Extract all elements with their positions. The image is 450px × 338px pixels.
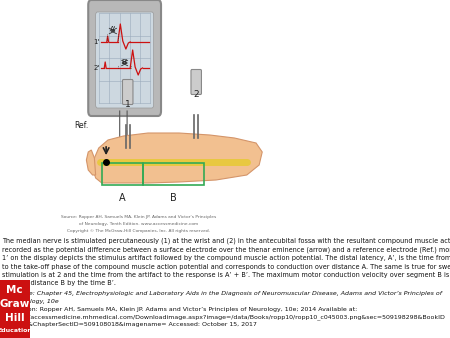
Text: Source: Chapter 45, Electrophysiologic and Laboratory Aids in the Diagnosis of N: Source: Chapter 45, Electrophysiologic a… <box>11 291 442 296</box>
Text: Hill: Hill <box>5 313 25 323</box>
Text: 2: 2 <box>194 90 199 99</box>
Text: Mc: Mc <box>6 285 23 295</box>
Text: B': B' <box>122 59 128 65</box>
Text: 1: 1 <box>125 100 130 109</box>
FancyBboxPatch shape <box>96 12 153 108</box>
Text: =690&ChapterSectID=509108018&imagename= Accessed: October 15, 2017: =690&ChapterSectID=509108018&imagename= … <box>11 322 257 327</box>
Text: of Neurology, Tenth Edition. www.accessmedicine.com: of Neurology, Tenth Edition. www.accessm… <box>79 222 198 226</box>
Text: A': A' <box>110 26 116 32</box>
Text: to the take-off phase of the compound muscle action potential and corresponds to: to the take-off phase of the compound mu… <box>2 264 450 269</box>
Text: 1’ on the display depicts the stimulus artifact followed by the compound muscle : 1’ on the display depicts the stimulus a… <box>2 255 450 261</box>
Bar <box>0 280 30 338</box>
Text: Ref.: Ref. <box>74 121 88 129</box>
Text: B: B <box>170 193 177 203</box>
Text: Education: Education <box>0 328 32 333</box>
Text: Source: Ropper AH, Samuels MA, Klein JP. Adams and Victor’s Principles: Source: Ropper AH, Samuels MA, Klein JP.… <box>61 215 216 219</box>
Text: recorded as the potential difference between a surface electrode over the thenar: recorded as the potential difference bet… <box>2 246 450 253</box>
Text: 1': 1' <box>93 39 99 45</box>
Text: Citation: Ropper AH, Samuels MA, Klein JP. Adams and Victor’s Principles of Neur: Citation: Ropper AH, Samuels MA, Klein J… <box>11 307 357 312</box>
Text: Neurology, 10e: Neurology, 10e <box>11 298 59 304</box>
Polygon shape <box>86 150 96 175</box>
FancyBboxPatch shape <box>88 0 161 116</box>
Bar <box>143 163 203 185</box>
Text: Copyright © The McGraw-Hill Companies, Inc. All rights reserved.: Copyright © The McGraw-Hill Companies, I… <box>67 229 211 233</box>
FancyBboxPatch shape <box>191 70 202 95</box>
Text: dividing distance B by the time B’.: dividing distance B by the time B’. <box>2 281 117 287</box>
Bar <box>102 163 143 185</box>
Text: stimulation is at 2 and the time from the artifact to the response is A’ + B’. T: stimulation is at 2 and the time from th… <box>2 272 450 278</box>
Text: 2': 2' <box>93 65 99 71</box>
Text: http://accessmedicine.mhmedical.com/Downloadimage.aspx?image=/data/Books/ropp10/: http://accessmedicine.mhmedical.com/Down… <box>11 314 445 320</box>
FancyBboxPatch shape <box>122 79 133 104</box>
Polygon shape <box>93 133 262 183</box>
Text: Graw: Graw <box>0 299 30 309</box>
Text: A: A <box>119 193 126 203</box>
Text: The median nerve is stimulated percutaneously (1) at the wrist and (2) in the an: The median nerve is stimulated percutane… <box>2 238 450 244</box>
